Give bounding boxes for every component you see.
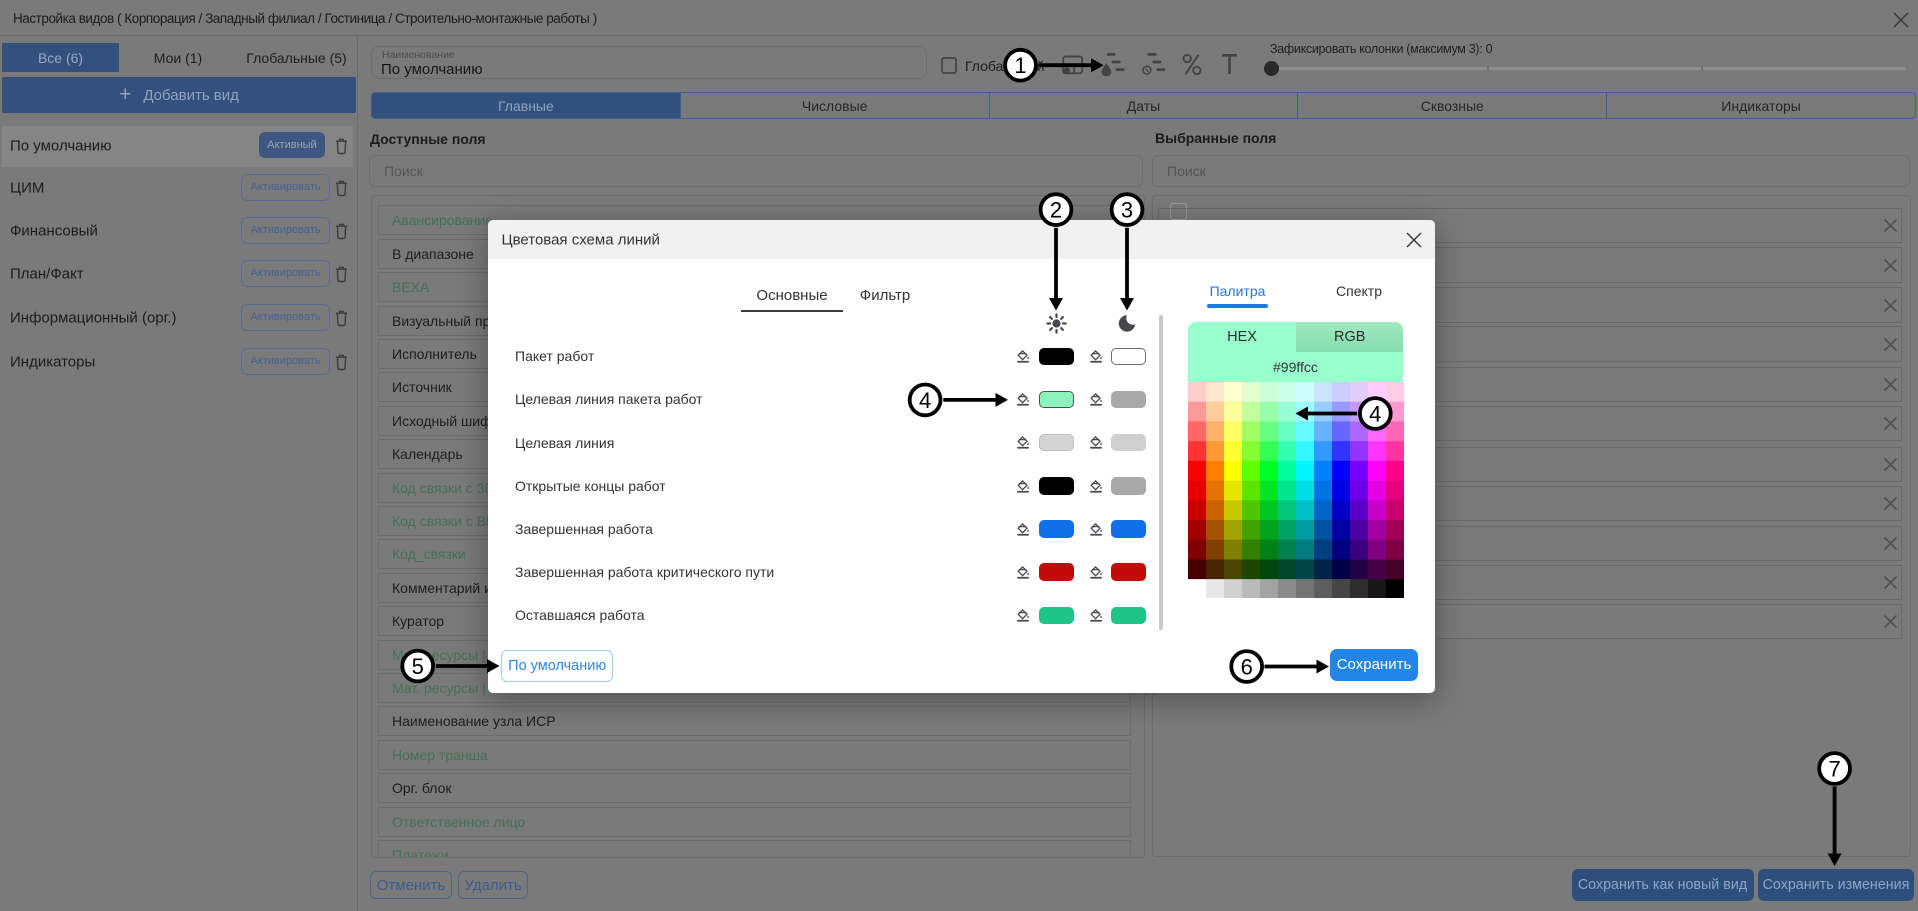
svg-text:1: 1 [1014, 53, 1026, 78]
svg-text:7: 7 [1828, 756, 1840, 781]
svg-text:6: 6 [1241, 654, 1253, 679]
svg-text:5: 5 [412, 654, 424, 679]
svg-text:4: 4 [1369, 401, 1381, 426]
svg-text:4: 4 [919, 388, 931, 413]
svg-text:3: 3 [1121, 198, 1133, 223]
svg-text:2: 2 [1050, 198, 1062, 223]
